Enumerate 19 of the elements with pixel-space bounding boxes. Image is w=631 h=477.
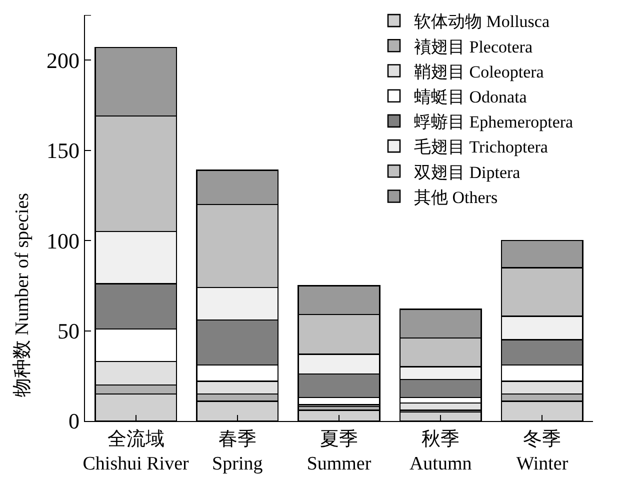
y-tick-label: 50	[57, 318, 80, 344]
legend-label: 襀翅目 Plecotera	[414, 37, 533, 56]
legend-label: 蜉蝣目 Ephemeroptera	[414, 112, 574, 132]
x-tick-label: 夏季 Summer	[306, 428, 372, 475]
y-tick-label: 200	[46, 48, 80, 73]
legend-label: 鞘翅目 Coleoptera	[414, 62, 544, 82]
y-tick-label: 150	[46, 138, 80, 164]
x-tick-label: 冬季 Winter	[516, 428, 569, 475]
legend-label: 双翅目 Diptera	[414, 162, 521, 182]
x-tick-label: 秋季 Autumn	[409, 428, 472, 475]
x-tick-label: 春季 Spring	[212, 428, 264, 475]
y-tick-label: 100	[46, 228, 80, 254]
legend-label: 其他 Others	[414, 188, 498, 207]
legend-label: 毛翅目 Trichoptera	[414, 138, 548, 157]
y-axis-title: 物种数 Number of species	[12, 192, 33, 398]
legend-label: 蜻蜓目 Odonata	[414, 87, 528, 106]
y-tick-label: 0	[68, 408, 80, 434]
legend-label: 软体动物 Mollusca	[414, 12, 550, 32]
x-tick-label: 全流域 Chishui River	[82, 428, 190, 475]
